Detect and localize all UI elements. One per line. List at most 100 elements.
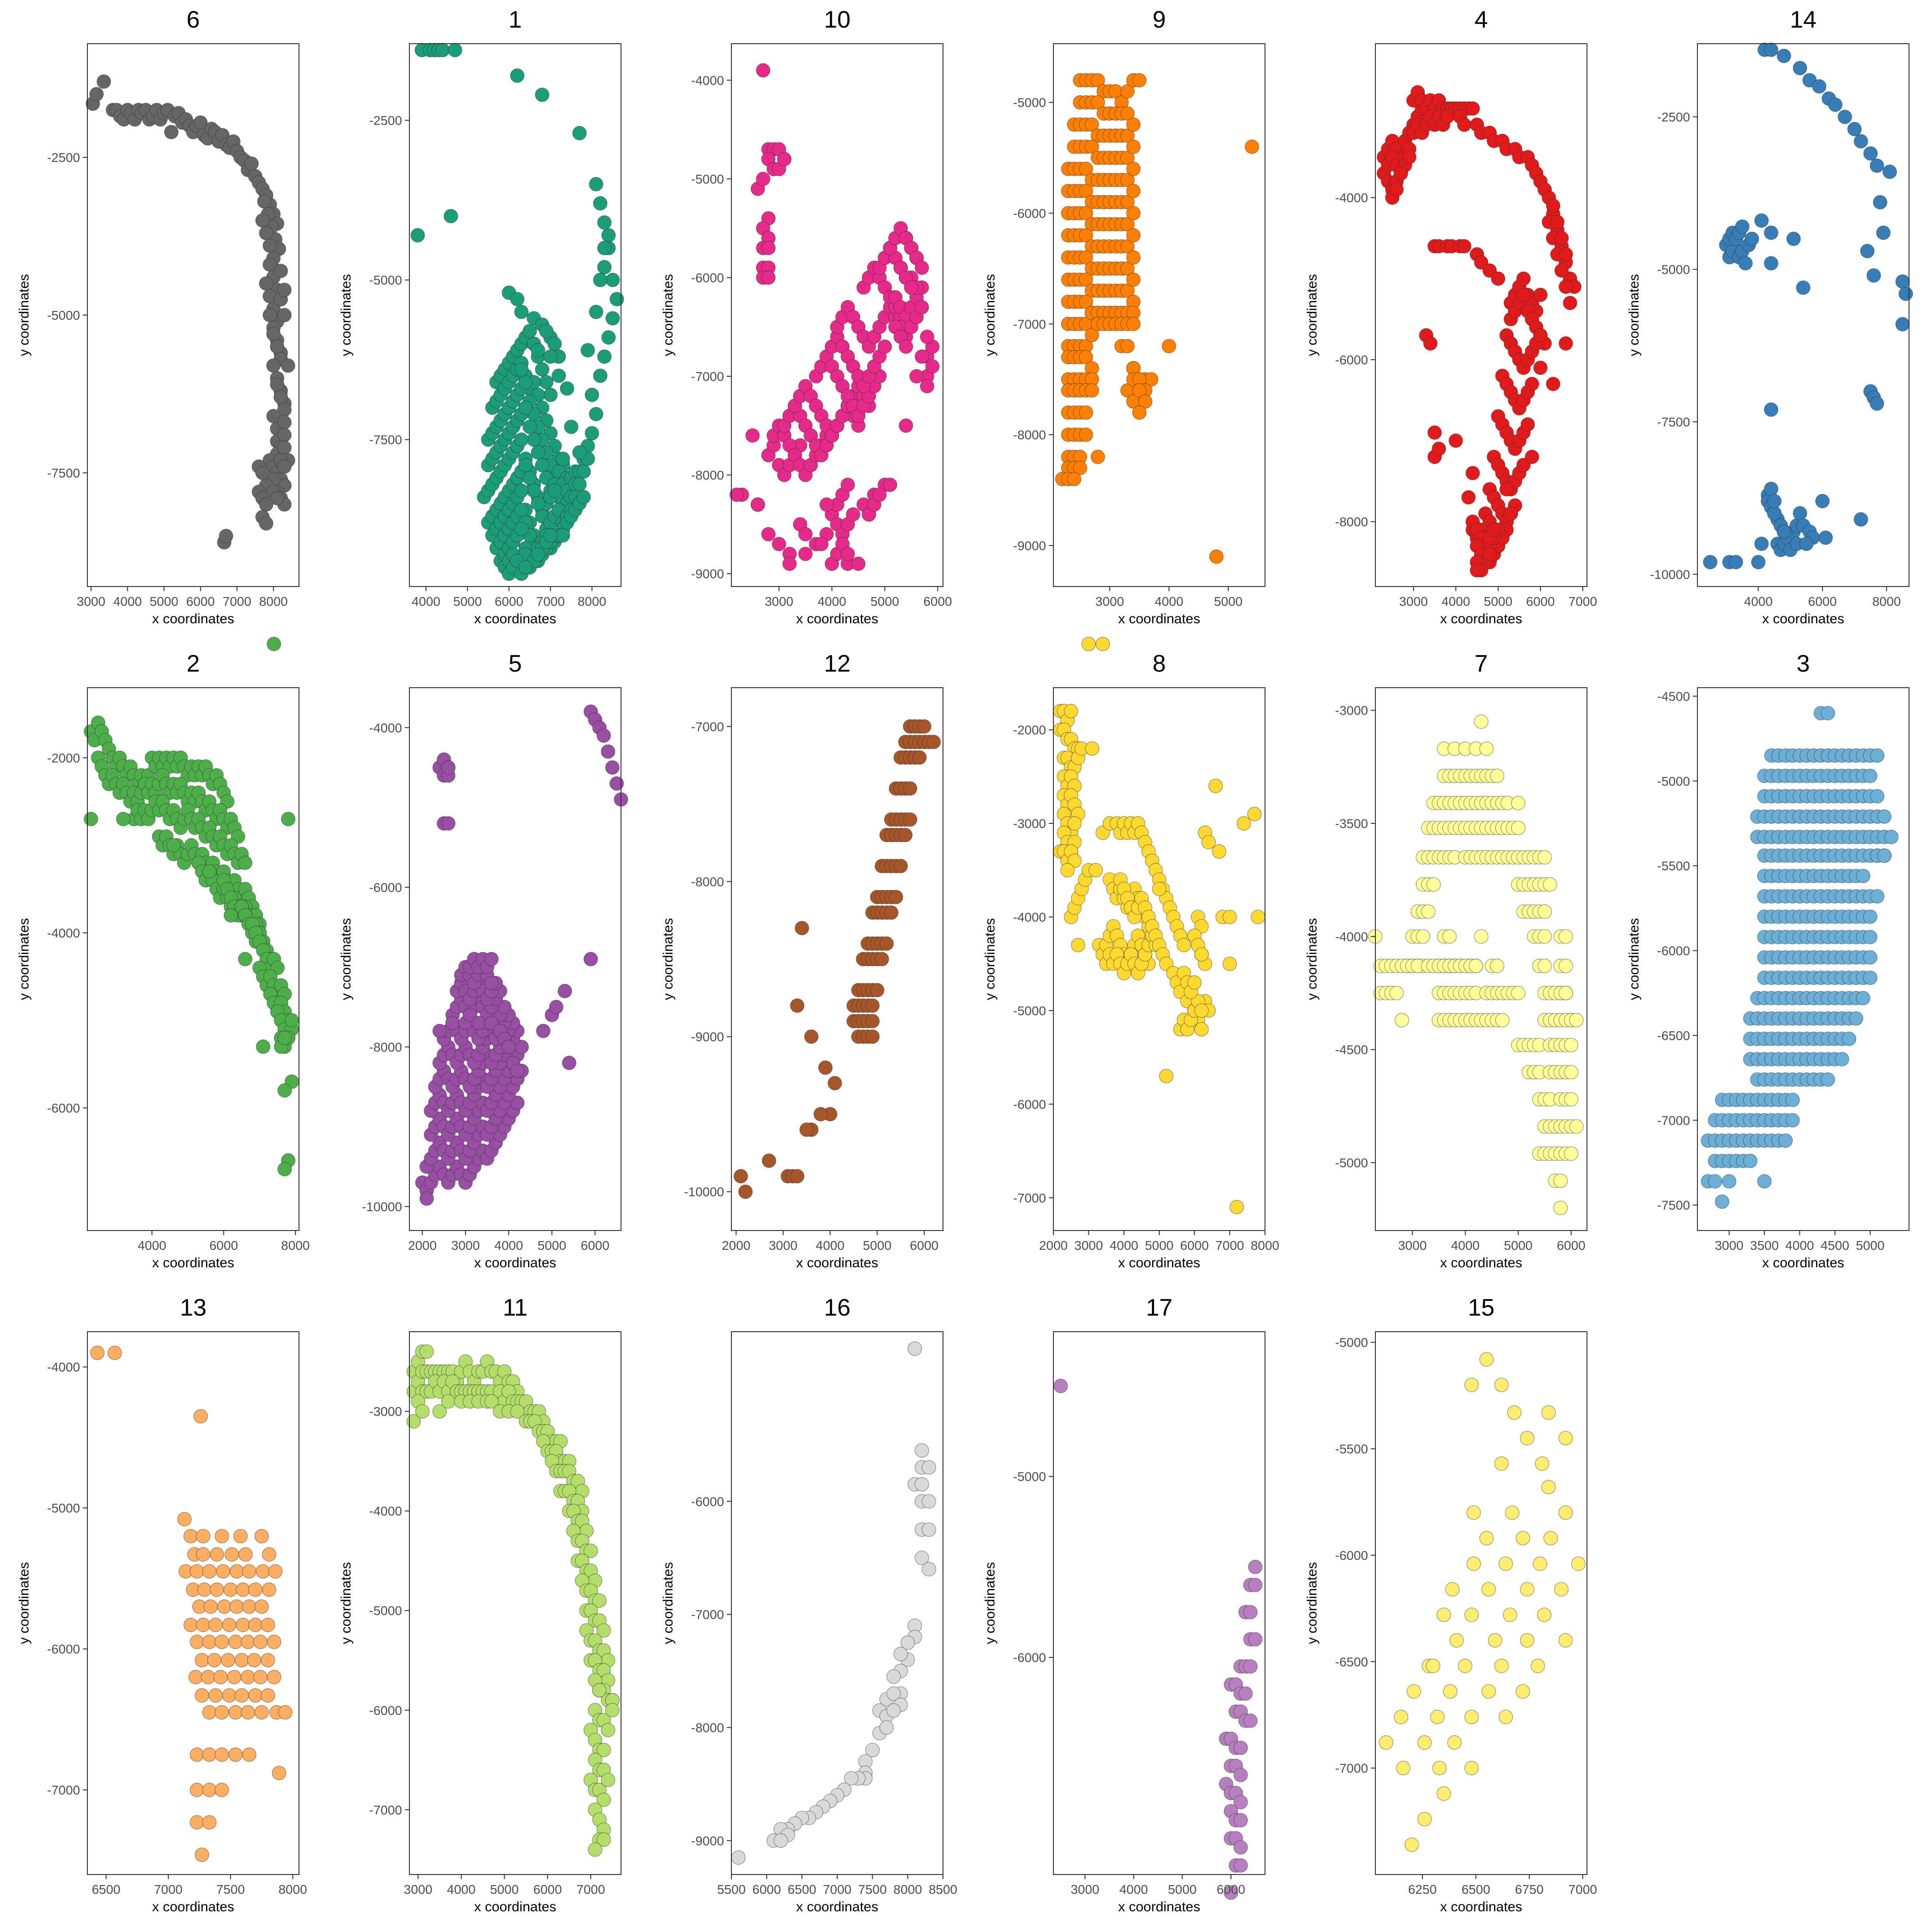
- data-point: [1764, 225, 1778, 240]
- data-point: [432, 1024, 447, 1038]
- x-tick-label: 5000: [453, 594, 482, 609]
- x-tick-label: 3000: [451, 1238, 480, 1253]
- data-point: [531, 547, 546, 562]
- data-point: [1550, 214, 1565, 230]
- data-point: [908, 1341, 922, 1356]
- data-point: [1564, 1038, 1579, 1052]
- plot-frame: [409, 687, 621, 1231]
- data-point: [1457, 239, 1472, 253]
- data-point: [1895, 274, 1910, 289]
- data-point: [257, 194, 272, 209]
- data-point: [208, 1617, 223, 1633]
- data-point: [1511, 986, 1526, 1000]
- data-point: [543, 349, 558, 364]
- data-point: [233, 1529, 248, 1544]
- data-point: [865, 1742, 880, 1758]
- data-point: [592, 1593, 607, 1608]
- data-point: [1470, 563, 1484, 578]
- y-tick-label: -7500: [369, 433, 402, 447]
- data-point: [241, 1670, 255, 1685]
- data-point: [90, 1346, 105, 1360]
- data-point: [1243, 1659, 1258, 1674]
- data-point: [1079, 294, 1093, 309]
- data-point: [1120, 172, 1135, 187]
- data-point: [733, 1169, 748, 1184]
- y-tick-label: -3000: [1013, 816, 1046, 831]
- data-point: [234, 1653, 249, 1668]
- data-point: [281, 811, 296, 827]
- data-point: [471, 1016, 486, 1030]
- data-point: [1085, 383, 1099, 398]
- data-point: [260, 1653, 275, 1668]
- data-point: [218, 529, 233, 543]
- data-point: [260, 1617, 275, 1633]
- data-point: [1461, 490, 1476, 505]
- data-point: [1194, 947, 1209, 962]
- y-tick-label: -7000: [691, 719, 724, 734]
- panel-title: 4: [1475, 6, 1488, 33]
- data-point: [514, 483, 529, 498]
- data-point: [230, 1564, 244, 1579]
- data-point: [1464, 1607, 1479, 1622]
- x-tick-label: 7000: [823, 1882, 851, 1897]
- x-axis-label: x coordinates: [796, 1899, 878, 1915]
- panel-1: 1 4000 5000 6000 7000 8000 -2500 -5000 -7500 x co…: [339, 6, 624, 627]
- data-point: [845, 507, 861, 522]
- data-point: [593, 196, 608, 211]
- data-point: [925, 359, 940, 374]
- y-tick-label: -5000: [369, 1604, 402, 1618]
- panel-0: 6 3000 4000 5000 6000 7000 8000 -2500 -5000 -7500…: [17, 6, 299, 627]
- x-tick-label: 6000: [209, 1238, 238, 1253]
- data-point: [1569, 1119, 1584, 1134]
- data-point: [166, 838, 181, 853]
- x-tick-label: 4500: [1821, 1238, 1849, 1253]
- data-point: [1743, 1154, 1758, 1168]
- data-point: [1243, 1605, 1258, 1620]
- data-point: [1132, 73, 1147, 88]
- data-point: [912, 750, 927, 765]
- data-point: [190, 1782, 204, 1797]
- data-point: [1738, 256, 1753, 270]
- x-tick-label: 4000: [138, 1238, 166, 1253]
- x-tick-label: 8500: [929, 1882, 957, 1897]
- x-tick-label: 8000: [1872, 594, 1901, 609]
- x-tick-label: 8000: [278, 1882, 307, 1897]
- data-point: [1120, 106, 1135, 121]
- data-point: [419, 1344, 434, 1359]
- data-point: [1505, 1505, 1519, 1520]
- data-point: [484, 952, 499, 966]
- data-point: [268, 1564, 283, 1579]
- panel-4: 4 3000 4000 5000 6000 7000 -4000 -6000 -8000 x co…: [1305, 6, 1597, 627]
- data-point: [814, 537, 829, 552]
- data-point: [441, 816, 456, 831]
- data-point: [1458, 1658, 1472, 1673]
- data-point: [1379, 1735, 1393, 1750]
- data-point: [522, 420, 537, 434]
- panel-title: 14: [1790, 6, 1817, 33]
- data-point: [1546, 198, 1561, 213]
- data-point: [879, 1720, 894, 1735]
- data-point: [1516, 271, 1531, 286]
- x-tick-label: 6000: [910, 1238, 938, 1253]
- data-point: [1520, 1431, 1535, 1445]
- data-point: [1821, 1072, 1835, 1087]
- data-point: [224, 1547, 239, 1562]
- data-point: [914, 300, 929, 315]
- data-point: [756, 63, 770, 78]
- data-point: [601, 1723, 615, 1737]
- data-point: [1498, 1709, 1513, 1725]
- data-point: [277, 459, 292, 474]
- y-tick-label: -6000: [691, 270, 724, 285]
- data-point: [1079, 250, 1093, 265]
- x-tick-label: 6000: [1808, 594, 1837, 609]
- data-point: [865, 1014, 880, 1029]
- data-point: [585, 387, 599, 402]
- data-point: [248, 1617, 263, 1633]
- y-tick-label: -7000: [1013, 1191, 1046, 1205]
- plot-frame: [1053, 43, 1265, 587]
- data-point: [222, 1688, 237, 1703]
- data-point: [1430, 1709, 1445, 1725]
- x-tick-label: 6000: [581, 1238, 610, 1253]
- data-point: [195, 1847, 209, 1862]
- data-point: [1079, 206, 1093, 221]
